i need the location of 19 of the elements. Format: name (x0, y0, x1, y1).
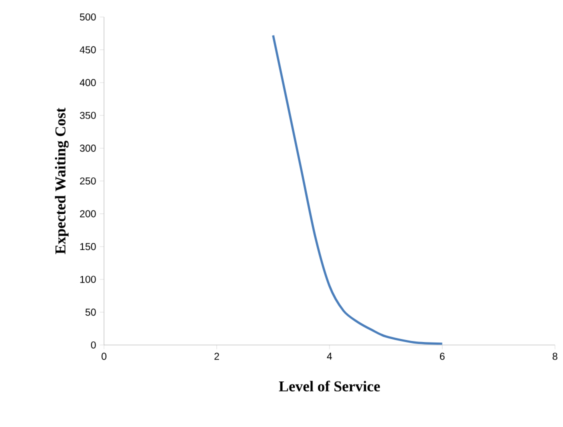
x-tick-label: 6 (440, 352, 445, 360)
y-tick-label: 300 (80, 144, 96, 152)
y-tick-label: 200 (80, 210, 96, 218)
x-axis-title: Level of Service (278, 380, 380, 392)
x-tick-label: 4 (326, 352, 332, 360)
y-tick-label: 100 (80, 276, 96, 283)
y-tick-label: 50 (85, 308, 96, 316)
line-series (272, 34, 444, 345)
y-tick-label: 250 (80, 177, 96, 185)
y-tick-label: 400 (80, 79, 96, 86)
x-tick-label: 0 (102, 352, 106, 360)
y-tick-label: 500 (80, 13, 96, 21)
y-tick-label: 0 (91, 341, 96, 349)
y-tick-label: 350 (80, 112, 96, 119)
x-tick-label: 2 (214, 352, 220, 360)
x-tick-label: 8 (552, 352, 558, 360)
y-tick-label: 450 (80, 46, 96, 54)
y-tick-label: 150 (80, 243, 96, 250)
y-axis-title: Expected Waiting Cost (54, 108, 69, 254)
